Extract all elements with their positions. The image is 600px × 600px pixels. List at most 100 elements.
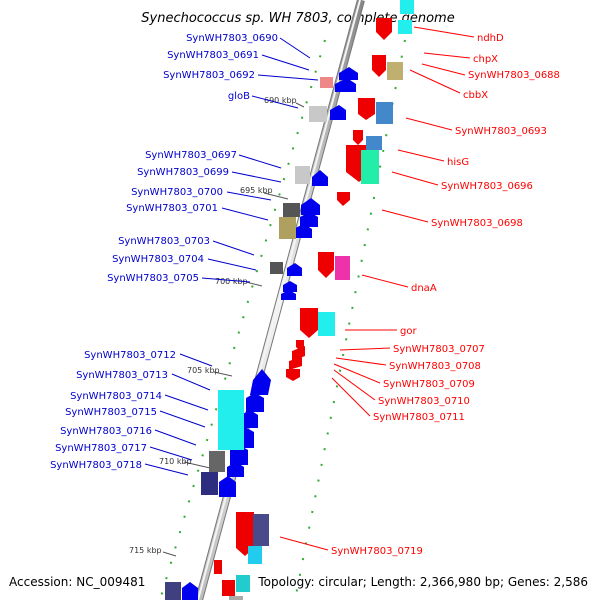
gene-label: SynWH7803_0711 <box>373 412 465 423</box>
gene-label: SynWH7803_0696 <box>441 181 533 192</box>
reverse-strand-genes <box>165 67 358 600</box>
gene-box <box>218 390 244 450</box>
gene-arrow <box>358 98 375 120</box>
forward-label-leaders <box>279 26 475 551</box>
gene-box <box>400 0 414 14</box>
gene-arrow <box>300 212 318 227</box>
gene-box <box>248 546 262 564</box>
tick-mark-690 <box>295 102 305 108</box>
tick-label: 710 kbp <box>159 457 192 466</box>
tick-mark-715 <box>162 551 177 557</box>
gene-box <box>253 514 269 546</box>
gene-arrow <box>236 512 254 556</box>
gene-label: SynWH7803_0718 <box>50 460 142 471</box>
gene-box <box>165 582 181 600</box>
gene-label: SynWH7803_0716 <box>60 426 152 437</box>
tick-mark-695 <box>263 192 289 200</box>
gene-arrow <box>376 18 392 40</box>
gene-box <box>295 166 310 184</box>
reverse-gene-labels: SynWH7803_0690 SynWH7803_0691 SynWH7803_… <box>50 33 278 471</box>
gene-label: SynWH7803_0697 <box>145 150 237 161</box>
accession-text: Accession: NC_009481 <box>9 575 145 589</box>
gene-box <box>398 20 412 34</box>
gene-arrow <box>301 198 320 215</box>
gene-arrow <box>312 170 328 186</box>
gene-label: ndhD <box>477 33 504 44</box>
tick-mark-710 <box>183 461 211 469</box>
gene-label: SynWH7803_0704 <box>112 254 204 265</box>
gene-label: SynWH7803_0698 <box>431 218 523 229</box>
gene-label: SynWH7803_0699 <box>137 167 229 178</box>
gene-label: SynWH7803_0701 <box>126 203 218 214</box>
gene-box <box>236 575 250 592</box>
gene-box <box>229 596 243 600</box>
gene-label: SynWH7803_0703 <box>118 236 210 247</box>
gene-arrow <box>182 582 198 600</box>
gene-arrow <box>293 224 312 238</box>
gene-label: SynWH7803_0692 <box>163 70 255 81</box>
reverse-label-leaders <box>144 37 319 476</box>
gene-label: SynWH7803_0717 <box>55 443 147 454</box>
gene-arrow <box>353 130 363 145</box>
gene-box <box>318 312 335 336</box>
tick-label: 705 kbp <box>187 366 220 375</box>
gene-arrow <box>335 78 356 92</box>
gene-box <box>361 150 379 184</box>
gene-box <box>387 62 403 80</box>
gene-arrow <box>219 476 236 497</box>
gene-arrow <box>283 281 297 292</box>
gene-box <box>366 136 382 150</box>
gene-label: SynWH7803_0707 <box>393 344 485 355</box>
gene-label: SynWH7803_0705 <box>107 273 199 284</box>
gene-box <box>222 580 235 596</box>
forward-gene-labels: ndhD chpX SynWH7803_0688 cbbX SynWH7803_… <box>331 33 560 557</box>
gene-arrow <box>250 369 271 395</box>
gene-label: SynWH7803_0693 <box>455 126 547 137</box>
gene-label: chpX <box>473 54 498 65</box>
gene-arrow <box>289 357 302 370</box>
gene-arrow <box>227 462 244 477</box>
gene-box <box>201 472 218 495</box>
topology-text: Topology: circular; Length: 2,366,980 bp… <box>257 575 588 589</box>
scale-ticks <box>162 102 305 557</box>
gene-label: gor <box>400 326 417 337</box>
gene-box <box>209 451 225 472</box>
gene-box <box>270 262 283 274</box>
tick-label: 700 kbp <box>215 277 248 286</box>
tick-label: 690 kbp <box>264 96 297 105</box>
gene-arrow <box>241 410 258 428</box>
gene-label: SynWH7803_0690 <box>186 33 278 44</box>
gene-box <box>335 256 350 280</box>
gene-label: SynWH7803_0714 <box>70 391 162 402</box>
gc-track-dots <box>159 39 406 600</box>
gene-arrow <box>372 55 386 77</box>
gene-label: SynWH7803_0709 <box>383 379 475 390</box>
genome-backbone <box>195 0 365 600</box>
gene-label: gloB <box>228 91 250 102</box>
gene-box <box>309 106 327 122</box>
tick-mark-705 <box>213 371 233 377</box>
gene-box <box>279 217 296 239</box>
gene-label: SynWH7803_0708 <box>389 361 481 372</box>
gene-label: SynWH7803_0719 <box>331 546 423 557</box>
gene-box <box>214 560 222 574</box>
tick-mark-700 <box>245 281 263 287</box>
gene-arrow <box>330 105 346 120</box>
gene-arrow <box>287 263 302 276</box>
tick-label: 715 kbp <box>129 546 162 555</box>
gene-label: SynWH7803_0713 <box>76 370 168 381</box>
gene-arrow <box>246 393 264 412</box>
gene-label: SynWH7803_0710 <box>378 396 470 407</box>
gene-label: dnaA <box>411 283 437 294</box>
forward-strand-genes <box>214 0 414 600</box>
gene-box <box>320 77 333 88</box>
gene-box <box>376 102 393 124</box>
gene-label: hisG <box>447 157 469 168</box>
gene-arrow <box>337 192 350 206</box>
tick-labels: 690 kbp 695 kbp 700 kbp 705 kbp 710 kbp … <box>129 96 297 555</box>
gene-label: SynWH7803_0691 <box>167 50 259 61</box>
gene-label: SynWH7803_0700 <box>131 187 223 198</box>
gene-box <box>283 203 300 217</box>
